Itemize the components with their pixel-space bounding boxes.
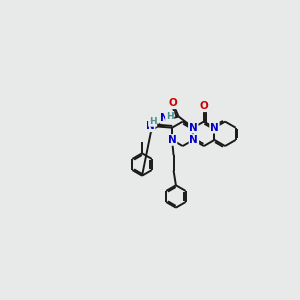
Text: O: O bbox=[168, 98, 177, 108]
Text: N: N bbox=[168, 135, 176, 145]
Text: N: N bbox=[190, 135, 198, 145]
Text: N: N bbox=[160, 113, 169, 123]
Text: H: H bbox=[149, 117, 157, 126]
Text: N: N bbox=[146, 121, 155, 131]
Text: H: H bbox=[166, 112, 173, 121]
Text: N: N bbox=[189, 123, 198, 133]
Text: O: O bbox=[200, 101, 208, 111]
Text: N: N bbox=[210, 123, 219, 133]
